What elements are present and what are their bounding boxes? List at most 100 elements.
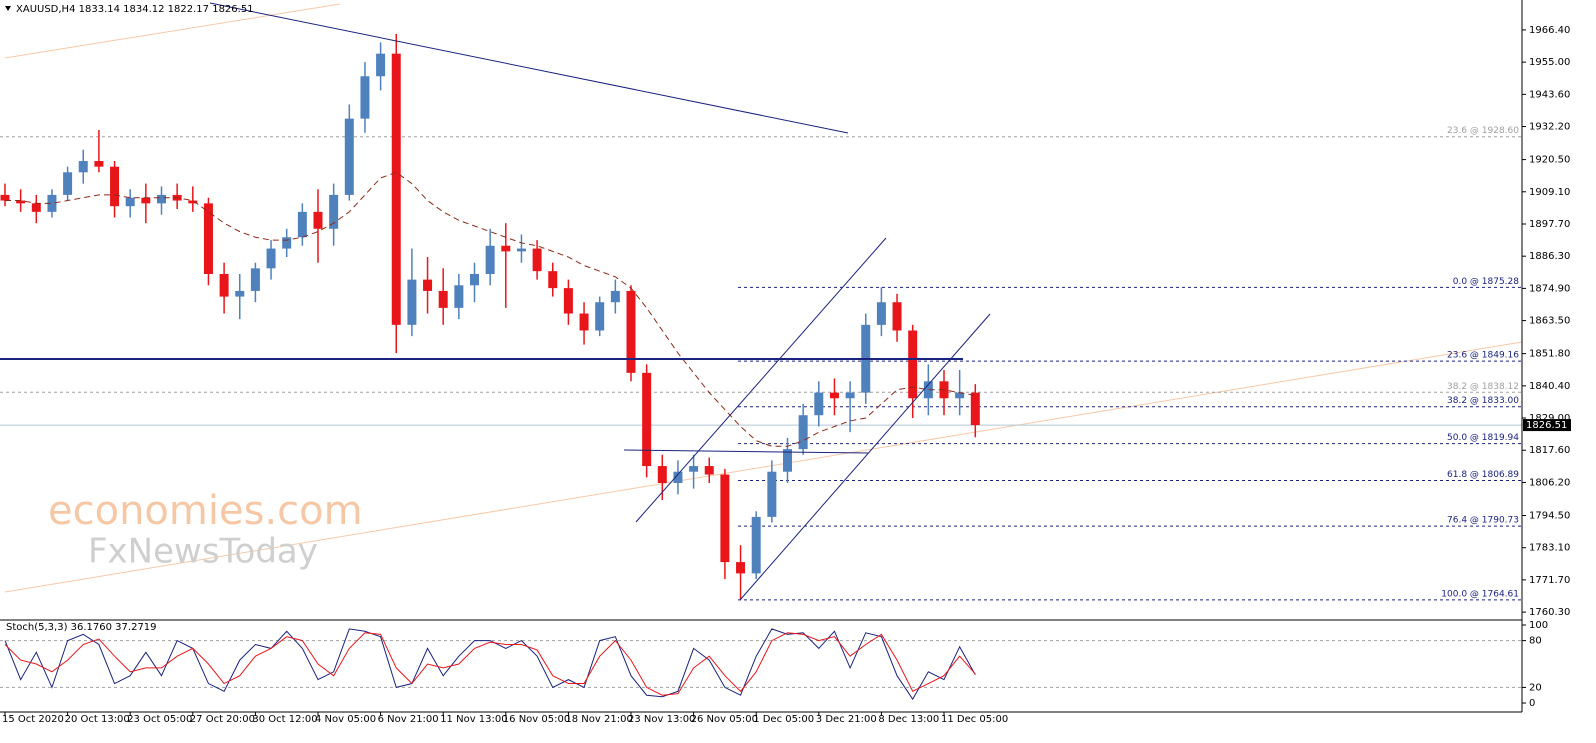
- y-tick-label: 1897.70: [1529, 219, 1570, 230]
- candle-body: [78, 161, 88, 173]
- y-tick-label: 20: [1529, 682, 1542, 693]
- candle-body: [814, 392, 824, 416]
- y-tick-label: 1886.30: [1529, 251, 1570, 262]
- y-tick-label: 1817.60: [1529, 445, 1570, 456]
- candle-body: [141, 197, 151, 204]
- y-tick-label: 100: [1529, 620, 1548, 631]
- candle-body: [892, 302, 902, 331]
- candle-body: [282, 237, 292, 249]
- candle-body: [563, 288, 573, 314]
- y-tick-label: 1863.50: [1529, 316, 1570, 327]
- x-tick-label: 18 Nov 21:00: [565, 714, 632, 725]
- fib-label: 38.2 @ 1838.12: [1447, 382, 1519, 392]
- candle-body: [360, 76, 370, 119]
- candle-body: [657, 466, 667, 484]
- candle-body: [501, 245, 511, 252]
- candle-body: [454, 285, 464, 308]
- candle-body: [47, 194, 57, 212]
- candle-body: [908, 330, 918, 399]
- candle-body: [532, 248, 542, 272]
- fib-label: 50.0 @ 1819.94: [1447, 433, 1519, 443]
- x-tick-label: 1 Dec 05:00: [753, 714, 814, 725]
- drawings: [0, 2, 991, 601]
- channel-line: [635, 237, 887, 523]
- x-tick-label: 27 Oct 20:00: [190, 714, 255, 725]
- y-tick-label: 1794.50: [1529, 510, 1570, 521]
- candle-body: [470, 273, 479, 286]
- y-tick-label: 1966.40: [1529, 25, 1570, 36]
- candle-body: [955, 392, 965, 399]
- candle-body: [266, 248, 276, 269]
- candle-body: [407, 279, 417, 325]
- candle-body: [125, 197, 135, 207]
- x-tick-label: 23 Oct 05:00: [127, 714, 192, 725]
- y-tick-label: 1909.10: [1529, 187, 1570, 198]
- y-tick-label: 0: [1529, 698, 1535, 709]
- candle-body: [438, 290, 448, 308]
- y-tick-label: 1955.00: [1529, 57, 1570, 68]
- candle-body: [485, 245, 495, 274]
- y-tick-label: 1771.70: [1529, 575, 1570, 586]
- fib-label: 38.2 @ 1833.00: [1447, 396, 1519, 406]
- candle-body: [751, 516, 761, 574]
- x-tick-label: 11 Nov 13:00: [440, 714, 507, 725]
- candle-body: [610, 290, 620, 303]
- x-tick-label: 11 Dec 05:00: [941, 714, 1008, 725]
- candle-body: [689, 466, 699, 472]
- y-tick-label: 80: [1529, 636, 1542, 647]
- candle-body: [642, 372, 652, 467]
- chart-title: XAUUSD,H4 1833.14 1834.12 1822.17 1826.5…: [16, 4, 254, 15]
- candle-body: [16, 200, 26, 204]
- watermark: economies.com: [48, 488, 363, 534]
- last-price-label: 1826.51: [1526, 420, 1567, 431]
- fib-label: 0.0 @ 1875.28: [1453, 277, 1520, 287]
- x-tick-label: 4 Nov 05:00: [315, 714, 376, 725]
- candle-body: [720, 474, 730, 563]
- candle-body: [829, 392, 839, 399]
- candle-body: [313, 211, 323, 229]
- x-tick-label: 26 Nov 05:00: [691, 714, 758, 725]
- candle-body: [110, 166, 120, 207]
- x-tick-label: 15 Oct 2020: [2, 714, 64, 725]
- candle-body: [876, 302, 886, 325]
- x-tick-label: 16 Nov 05:00: [503, 714, 570, 725]
- candle-body: [94, 161, 104, 167]
- y-tick-label: 1932.20: [1529, 122, 1570, 133]
- candle-body: [391, 53, 401, 325]
- fib-label: 100.0 @ 1764.61: [1441, 589, 1519, 599]
- candle-body: [923, 381, 933, 399]
- fib-label: 61.8 @ 1806.89: [1447, 470, 1519, 480]
- y-tick-label: 1874.90: [1529, 283, 1570, 294]
- trend-line: [209, 2, 849, 134]
- candle-body: [0, 194, 10, 201]
- candle-body: [376, 53, 386, 77]
- candle-body: [548, 271, 558, 289]
- fib-label: 23.6 @ 1849.16: [1447, 351, 1519, 361]
- y-tick-label: 1760.30: [1529, 607, 1570, 618]
- y-tick-label: 1851.80: [1529, 349, 1570, 360]
- x-tick-label: 23 Nov 13:00: [628, 714, 695, 725]
- menu-icon: [5, 6, 11, 11]
- candle-body: [297, 211, 307, 238]
- candle-body: [203, 203, 213, 274]
- candle-body: [219, 273, 229, 297]
- candle-body: [329, 194, 339, 229]
- candle-body: [626, 290, 636, 373]
- x-tick-label: 8 Dec 13:00: [878, 714, 939, 725]
- y-tick-label: 1840.40: [1529, 381, 1570, 392]
- y-tick-label: 1783.10: [1529, 543, 1570, 554]
- x-tick-label: 3 Dec 21:00: [816, 714, 877, 725]
- x-tick-label: 20 Oct 13:00: [65, 714, 130, 725]
- y-tick-label: 1920.50: [1529, 155, 1570, 166]
- candle-body: [423, 279, 433, 291]
- trend-line: [4, 3, 341, 59]
- candle-body: [235, 290, 245, 297]
- candle-body: [798, 415, 808, 450]
- candle-body: [63, 172, 73, 195]
- last-price-box: [1523, 419, 1571, 432]
- candle-body: [767, 471, 777, 517]
- candle-body: [845, 392, 855, 399]
- candle-body: [673, 471, 683, 484]
- y-tick-label: 1806.20: [1529, 477, 1570, 488]
